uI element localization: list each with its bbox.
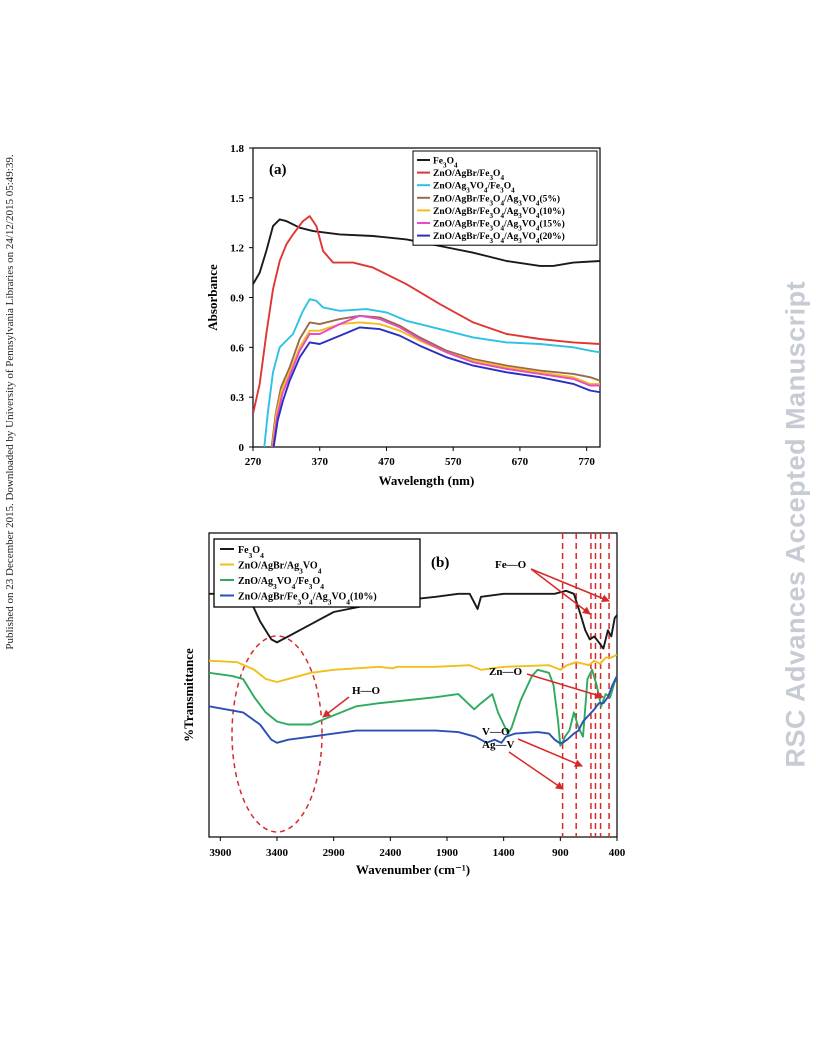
series-line-zno-agbr-ag3vo4: [209, 653, 617, 683]
x-tick-label: 1400: [493, 847, 516, 859]
series-line-fe3o4: [209, 589, 617, 650]
series-line-zno-agbr-fe3o4-ag3vo4-20: [272, 326, 600, 447]
series-line-zno-agbr-fe3o4-ag3vo4-5: [270, 314, 600, 447]
panel-label: (b): [431, 555, 449, 571]
y-tick-label: 0.3: [230, 392, 244, 404]
chart-panel-b: 3900 3400 2900 2400 1900 1400 900 400 Wavenumber…: [181, 532, 626, 877]
series-line-zno-ag3vo4-fe3o4: [209, 668, 617, 747]
legend-box: [213, 538, 421, 608]
legend-label-zno-ag3vo4-fe3o4: ZnO/Ag3VO4/Fe3O4: [238, 576, 324, 591]
annotation-arrow: [526, 673, 604, 699]
annotation-arrow: [530, 568, 610, 603]
series-line-zno-agbr-fe3o4: [253, 215, 600, 415]
legend-label-zno-ag3vo4-fe3o4: ZnO/Ag3VO4/Fe3O4: [433, 182, 515, 195]
legend-label-zno-agbr-fe3o4-ag3vo4-20: ZnO/AgBr/Fe3O4/Ag3VO4(20%): [433, 231, 565, 245]
x-axis-label: Wavenumber (cm⁻¹): [356, 862, 470, 877]
x-tick-label: 1900: [436, 847, 459, 859]
legend-label-zno-agbr-fe3o4-ag3vo4-10: ZnO/AgBr/Fe3O4/Ag3VO4(10%): [433, 206, 565, 220]
y-tick-label: 0.6: [230, 342, 244, 354]
x-tick-label: 2900: [323, 847, 346, 859]
legend-label-fe3o4: Fe3O4: [238, 545, 264, 560]
series-line-fe3o4: [253, 218, 600, 285]
panel-label: (a): [269, 162, 287, 178]
x-tick-label: 400: [609, 847, 626, 859]
legend-box: [412, 150, 598, 246]
legend-label-zno-agbr-fe3o4-ag3vo4-5: ZnO/AgBr/Fe3O4/Ag3VO4(5%): [433, 193, 560, 207]
annotation-arrow: [508, 751, 564, 790]
legend-label-zno-agbr-fe3o4-ag3vo4-10: ZnO/AgBr/Fe3O4/Ag3VO4(10%): [238, 592, 377, 607]
x-tick-label: 270: [245, 456, 262, 468]
legend-label-zno-agbr-fe3o4: ZnO/AgBr/Fe3O4: [433, 169, 504, 182]
legend-label-zno-agbr-ag3vo4: ZnO/AgBr/Ag3VO4: [238, 561, 322, 576]
x-tick-label: 900: [552, 847, 569, 859]
series-line-zno-agbr-fe3o4-ag3vo4-10: [271, 321, 600, 447]
y-tick-label: 1.2: [230, 243, 244, 255]
y-tick-label: 0: [239, 442, 245, 454]
annotation-arrow: [530, 568, 591, 615]
y-tick-label: 1.8: [230, 143, 244, 155]
x-tick-label: 470: [378, 456, 395, 468]
y-tick-label: 1.5: [230, 193, 244, 205]
annotation-v-o: V—O: [482, 726, 510, 738]
chart-panel-a: 270 370 470 570 670 770 0 0.3 0.6 0.9 1.2 1.5 1.8 Wav…: [205, 143, 601, 488]
legend-label-fe3o4: Fe3O4: [433, 157, 458, 170]
plot-frame: [208, 532, 618, 838]
annotation-arrow: [517, 738, 583, 767]
x-tick-label: 2400: [379, 847, 402, 859]
x-tick-label: 3900: [209, 847, 232, 859]
x-axis-label: Wavelength (nm): [379, 473, 475, 488]
y-axis-label: Absorbance: [205, 264, 220, 331]
x-tick-label: 370: [311, 456, 328, 468]
x-tick-label: 570: [445, 456, 462, 468]
legend-label-zno-agbr-fe3o4-ag3vo4-15: ZnO/AgBr/Fe3O4/Ag3VO4(15%): [433, 219, 565, 233]
x-tick-label: 3400: [266, 847, 289, 859]
annotation-arrow: [322, 696, 350, 718]
x-tick-label: 770: [578, 456, 595, 468]
y-tick-label: 0.9: [230, 293, 244, 305]
annotation-zn-o: Zn—O: [489, 666, 522, 678]
y-axis-label: %Transmittance: [181, 648, 196, 742]
x-tick-label: 670: [512, 456, 529, 468]
series-line-zno-agbr-fe3o4-ag3vo4-15: [272, 314, 600, 447]
ho-region-ellipse: [231, 635, 323, 833]
annotation-h-o: H—O: [352, 685, 381, 697]
series-line-zno-agbr-fe3o4-ag3vo4-10: [209, 675, 617, 744]
annotation-fe-o: Fe—O: [495, 559, 527, 571]
annotation-ag-v: Ag—V: [482, 739, 514, 751]
series-line-zno-ag3vo4-fe3o4: [263, 298, 600, 447]
